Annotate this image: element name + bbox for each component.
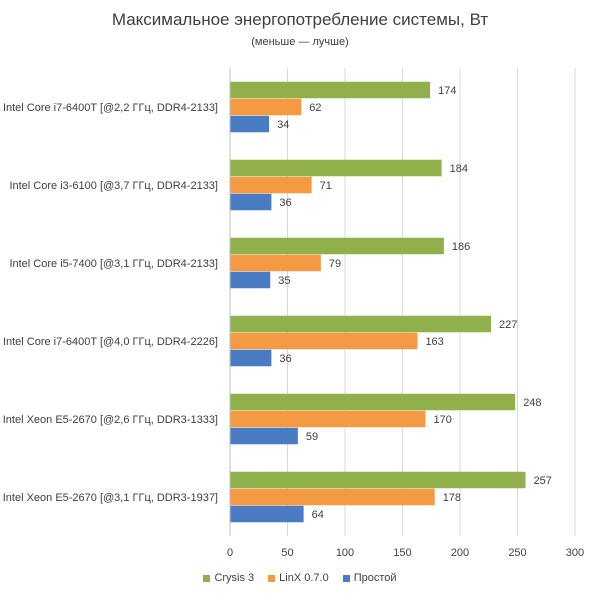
bar-0-0 [230, 81, 431, 99]
data-label-3-2: 36 [279, 353, 291, 365]
bar-5-0 [230, 471, 526, 489]
legend-swatch-crysis [203, 574, 211, 582]
data-label-0-0: 174 [438, 85, 456, 97]
x-tick-label-2: 100 [336, 547, 354, 559]
data-label-1-2: 36 [279, 197, 291, 209]
category-label-4: Intel Xeon E5-2670 [@2,6 ГГц, DDR3-1333] [3, 414, 218, 426]
data-label-4-0: 248 [523, 397, 541, 409]
data-label-5-2: 64 [312, 509, 324, 521]
bar-5-1 [230, 488, 435, 506]
bar-4-1 [230, 410, 426, 428]
bar-2-2 [230, 271, 271, 289]
category-label-3: Intel Core i7-6400T [@4,0 ГГц, DDR4-2226… [3, 336, 218, 348]
x-tick-label-0: 0 [227, 547, 233, 559]
data-label-1-1: 71 [320, 180, 332, 192]
x-tick-label-5: 250 [508, 547, 526, 559]
data-label-5-1: 178 [443, 492, 461, 504]
legend-swatch-linx [268, 574, 276, 582]
category-label-5: Intel Xeon E5-2670 [@3,1 ГГц, DDR3-1937] [3, 492, 218, 504]
data-label-3-0: 227 [499, 319, 517, 331]
data-label-4-1: 170 [434, 414, 452, 426]
legend-item-linx: LinX 0.7.0 [268, 572, 329, 584]
bar-3-2 [230, 349, 272, 367]
chart-subtitle: (меньше — лучше) [251, 36, 349, 48]
bar-2-0 [230, 237, 444, 255]
bar-1-0 [230, 159, 442, 177]
bar-3-0 [230, 315, 492, 333]
legend-label-linx: LinX 0.7.0 [279, 572, 329, 584]
chart-legend: Crysis 3 LinX 0.7.0 Простой [0, 572, 600, 584]
data-label-2-2: 35 [278, 275, 290, 287]
bar-5-2 [230, 505, 304, 523]
x-tick-label-1: 50 [281, 547, 293, 559]
bar-4-0 [230, 393, 516, 411]
data-label-0-1: 62 [309, 102, 321, 114]
legend-item-crysis: Crysis 3 [203, 572, 254, 584]
category-label-1: Intel Core i3-6100 [@3,7 ГГц, DDR4-2133] [9, 180, 218, 192]
x-tick-label-4: 200 [451, 547, 469, 559]
category-label-2: Intel Core i5-7400 [@3,1 ГГц, DDR4-2133] [9, 258, 218, 270]
data-label-1-0: 184 [450, 163, 468, 175]
bar-1-2 [230, 193, 272, 211]
data-label-0-2: 34 [277, 119, 289, 131]
legend-label-crysis: Crysis 3 [214, 572, 255, 584]
legend-item-idle: Простой [342, 572, 397, 584]
bar-3-1 [230, 332, 418, 350]
bar-4-2 [230, 427, 298, 445]
bar-0-2 [230, 115, 270, 133]
data-label-2-1: 79 [329, 258, 341, 270]
category-label-0: Intel Core i7-6400T [@2,2 ГГц, DDR4-2133… [3, 102, 218, 114]
bar-0-1 [230, 98, 302, 116]
legend-label-idle: Простой [353, 572, 397, 584]
legend-swatch-idle [342, 574, 350, 582]
x-tick-label-3: 150 [393, 547, 411, 559]
data-label-2-0: 186 [452, 241, 470, 253]
data-label-4-2: 59 [306, 431, 318, 443]
data-label-3-1: 163 [425, 336, 443, 348]
bar-1-1 [230, 176, 312, 194]
x-tick-label-6: 300 [566, 547, 584, 559]
chart-title: Максимальное энергопотребление системы, … [111, 10, 489, 29]
bar-2-1 [230, 254, 321, 272]
data-label-5-0: 257 [534, 475, 552, 487]
